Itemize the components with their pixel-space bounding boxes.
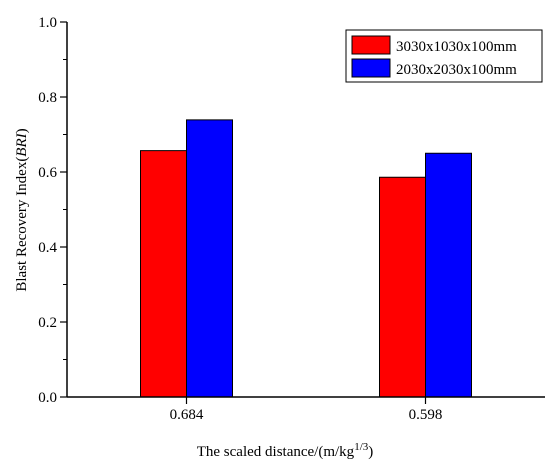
x-tick-label: 0.598 [409, 407, 443, 423]
x-axis-title-tail: ) [368, 444, 373, 460]
bar-1-2 [379, 176, 426, 398]
y-axis-title-base: Blast Recovery Index( [14, 157, 30, 292]
bars-group [140, 119, 472, 398]
legend-label-series-2: 2030x2030x100mm [396, 62, 517, 78]
y-tick-label: 0.2 [38, 315, 57, 331]
x-axis-title-base: The scaled distance/(m/kg [197, 444, 355, 460]
y-tick-label: 0.6 [38, 165, 57, 181]
y-axis-title-italic: BRI [14, 132, 30, 156]
bar-1-1 [140, 150, 187, 398]
x-tick-label: 0.684 [170, 407, 204, 423]
y-ticks-group: 0.0 0.2 0.4 0.6 0.8 1.0 [38, 15, 67, 406]
y-tick-label: 0.8 [38, 90, 57, 106]
x-axis-title-sup: 1/3 [354, 441, 369, 453]
y-tick-label: 0.4 [38, 240, 57, 256]
y-axis-title: Blast Recovery Index(BRI) [14, 128, 30, 291]
bar-2-1 [186, 119, 233, 398]
legend-swatch-series-1 [351, 35, 391, 55]
x-axis-title: The scaled distance/(m/kg1/3) [197, 441, 374, 460]
x-ticks-group: 0.684 0.598 [170, 397, 443, 423]
y-tick-label: 1.0 [38, 15, 57, 31]
legend-label-series-1: 3030x1030x100mm [396, 39, 517, 55]
y-axis-title-tail: ) [14, 128, 30, 133]
legend: 3030x1030x100mm 2030x2030x100mm [345, 29, 543, 83]
legend-swatch-series-2 [351, 58, 391, 78]
bar-2-2 [425, 152, 472, 398]
y-tick-label: 0.0 [38, 390, 57, 406]
